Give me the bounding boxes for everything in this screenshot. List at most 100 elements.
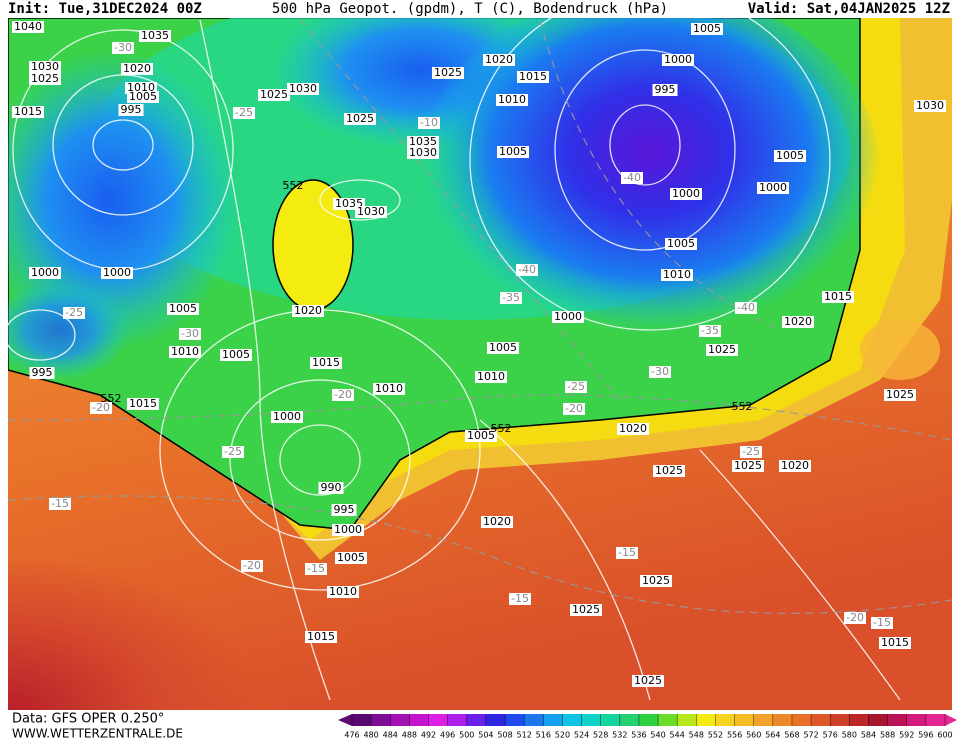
isobar-label-box — [884, 389, 916, 401]
isobar-label-box — [373, 383, 405, 395]
colorbar-label: 580 — [842, 731, 857, 740]
colorbar-label: 536 — [631, 731, 646, 740]
temperature-label: -20 — [243, 559, 261, 572]
isobar-label-box — [310, 357, 342, 369]
temperature-label: -30 — [651, 365, 669, 378]
isobar-label: 995 — [655, 83, 676, 96]
isobar-label: 1015 — [824, 290, 852, 303]
temperature-label: -40 — [518, 263, 536, 276]
isobar-label: 995 — [121, 103, 142, 116]
isobar-label-box — [691, 23, 723, 35]
colorbar-segment — [791, 714, 812, 726]
isobar-label-box — [481, 516, 513, 528]
isobar-label: 1020 — [784, 315, 812, 328]
isobar-label: 1030 — [289, 82, 317, 95]
colorbar-segment — [887, 714, 908, 726]
temperature-label: -15 — [511, 592, 529, 605]
colorbar-segment — [600, 714, 621, 726]
isobar-label: 1005 — [667, 237, 695, 250]
colorbar-segment — [658, 714, 678, 726]
isobar-label-box — [121, 63, 153, 75]
isobar-label-box — [670, 188, 702, 200]
isobar-label: 1005 — [169, 302, 197, 315]
isobar-label-box — [732, 460, 764, 472]
isobar-label: 1015 — [519, 70, 547, 83]
temperature-label: -15 — [618, 546, 636, 559]
colorbar-segment — [562, 714, 583, 726]
isobar-label: 1010 — [477, 370, 505, 383]
isobar-label-box — [127, 398, 159, 410]
isobar-label: 1005 — [129, 90, 157, 103]
colorbar-segment — [390, 714, 410, 726]
colorbar-label: 520 — [555, 731, 570, 740]
isobar-label: 1005 — [337, 551, 365, 564]
isobar-label-box — [782, 316, 814, 328]
isobar-label-box — [774, 150, 806, 162]
isobar-label-box — [29, 61, 61, 73]
isobar-label-box — [665, 238, 697, 250]
isobar-label: 1000 — [759, 181, 787, 194]
isobar-label: 1005 — [693, 22, 721, 35]
isobar-label: 1030 — [409, 146, 437, 159]
isobar-label-box — [653, 465, 685, 477]
valid-time: Valid: Sat,04JAN2025 12Z — [748, 1, 950, 17]
isobar-label: 1025 — [260, 88, 288, 101]
isobar-label-box — [139, 30, 171, 42]
temperature-label: -40 — [737, 301, 755, 314]
colorbar-label: 512 — [517, 731, 532, 740]
isobar-label-box — [879, 637, 911, 649]
isobar-label-box — [617, 423, 649, 435]
colorbar-segment — [696, 714, 716, 726]
temperature-label: -10 — [420, 116, 438, 129]
isobar-label-box — [662, 54, 694, 66]
colorbar-label: 552 — [708, 731, 723, 740]
colorbar-label: 504 — [478, 731, 493, 740]
colorbar-label: 592 — [899, 731, 914, 740]
isobar-label: 1030 — [31, 60, 59, 73]
isobar-label: 1000 — [664, 53, 692, 66]
temperature-label: -20 — [92, 401, 110, 414]
temperature-label-box — [500, 292, 522, 304]
isobar-label-box — [29, 367, 55, 379]
colorbar-label: 600 — [937, 731, 952, 740]
temperature-label: -15 — [51, 497, 69, 510]
colorbar-label: 516 — [536, 731, 551, 740]
temperature-label: -20 — [334, 388, 352, 401]
isobar-label: 1000 — [103, 266, 131, 279]
temperature-label-box — [563, 403, 585, 415]
colorbar-label: 508 — [497, 731, 512, 740]
temperature-label: -25 — [742, 445, 760, 458]
header: Init: Tue,31DEC2024 00Z 500 hPa Geopot. … — [8, 1, 950, 17]
isobar-label: 1015 — [312, 356, 340, 369]
colorbar-label: 484 — [383, 731, 398, 740]
isobar-label-box — [706, 344, 738, 356]
colorbar-label: 548 — [689, 731, 704, 740]
isobar-label: 1010 — [375, 382, 403, 395]
isobar-label-box — [169, 346, 201, 358]
isobar-label-box — [305, 631, 337, 643]
temperature-label-box — [509, 593, 531, 605]
isobar-label-box — [12, 21, 44, 33]
temperature-label: -20 — [565, 402, 583, 415]
colorbar-arrow-left — [338, 714, 352, 726]
isobar-label: 1020 — [483, 515, 511, 528]
height-label: 552 — [491, 422, 512, 435]
init-time: Init: Tue,31DEC2024 00Z — [8, 1, 202, 17]
colorbar-segment — [371, 714, 391, 726]
colorbar-segment — [868, 714, 889, 726]
colorbar-segment — [428, 714, 449, 726]
isobar-label-box — [496, 94, 528, 106]
isobar-label-box — [552, 311, 584, 323]
isobar-label: 1010 — [663, 268, 691, 281]
temperature-label-box — [871, 617, 893, 629]
temperature-label: -25 — [224, 445, 242, 458]
height-label: 552 — [283, 179, 304, 192]
colorbar-label: 496 — [440, 731, 455, 740]
colorbar-segment — [485, 714, 506, 726]
isobar-label-box — [318, 482, 344, 494]
map-title: 500 hPa Geopot. (gpdm), T (C), Bodendruc… — [272, 1, 668, 17]
colorbar-segment — [619, 714, 640, 726]
isobar-label-box — [271, 411, 303, 423]
